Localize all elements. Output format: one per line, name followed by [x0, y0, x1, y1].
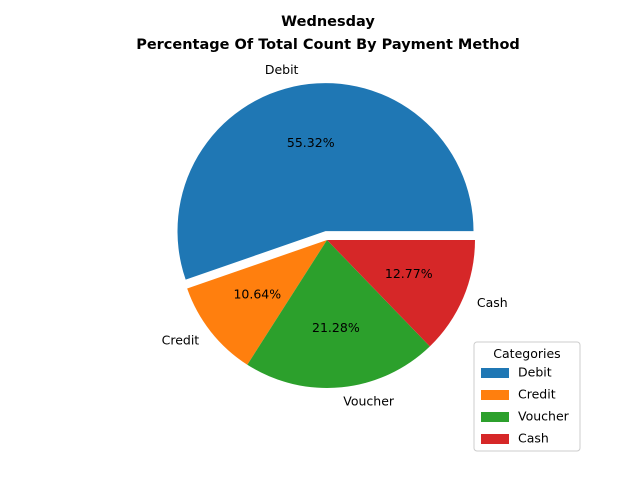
legend-swatch-debit [481, 368, 509, 378]
chart-subtitle: Percentage Of Total Count By Payment Met… [136, 37, 520, 53]
pie-slice-cash [327, 240, 475, 347]
percent-label-cash: 12.77% [385, 266, 433, 281]
chart-title: Wednesday [281, 14, 375, 30]
legend: Categories Debit Credit Voucher Cash [473, 341, 581, 452]
legend-label-debit: Debit [518, 365, 552, 380]
legend-label-cash: Cash [518, 431, 549, 446]
pie-slices [177, 83, 475, 388]
legend-label-credit: Credit [518, 387, 556, 402]
pie-slice-credit [187, 240, 327, 365]
legend-label-voucher: Voucher [518, 409, 570, 424]
pie-slice-debit [177, 83, 474, 280]
percent-label-debit: 55.32% [287, 135, 335, 150]
pie-slice-voucher [247, 240, 430, 388]
legend-entries: Debit Credit Voucher Cash [481, 365, 570, 446]
percent-label-credit: 10.64% [233, 287, 281, 302]
slice-label-cash: Cash [477, 295, 508, 310]
slice-label-debit: Debit [265, 62, 299, 77]
legend-swatch-cash [481, 434, 509, 444]
legend-title: Categories [493, 346, 560, 361]
legend-swatch-credit [481, 390, 509, 400]
percent-label-voucher: 21.28% [312, 320, 360, 335]
legend-swatch-voucher [481, 412, 509, 422]
slice-label-credit: Credit [162, 332, 200, 347]
slice-label-voucher: Voucher [343, 393, 395, 408]
pie-labels: Debit 55.32% Credit 10.64% Voucher 21.28% Cash… [162, 62, 508, 408]
